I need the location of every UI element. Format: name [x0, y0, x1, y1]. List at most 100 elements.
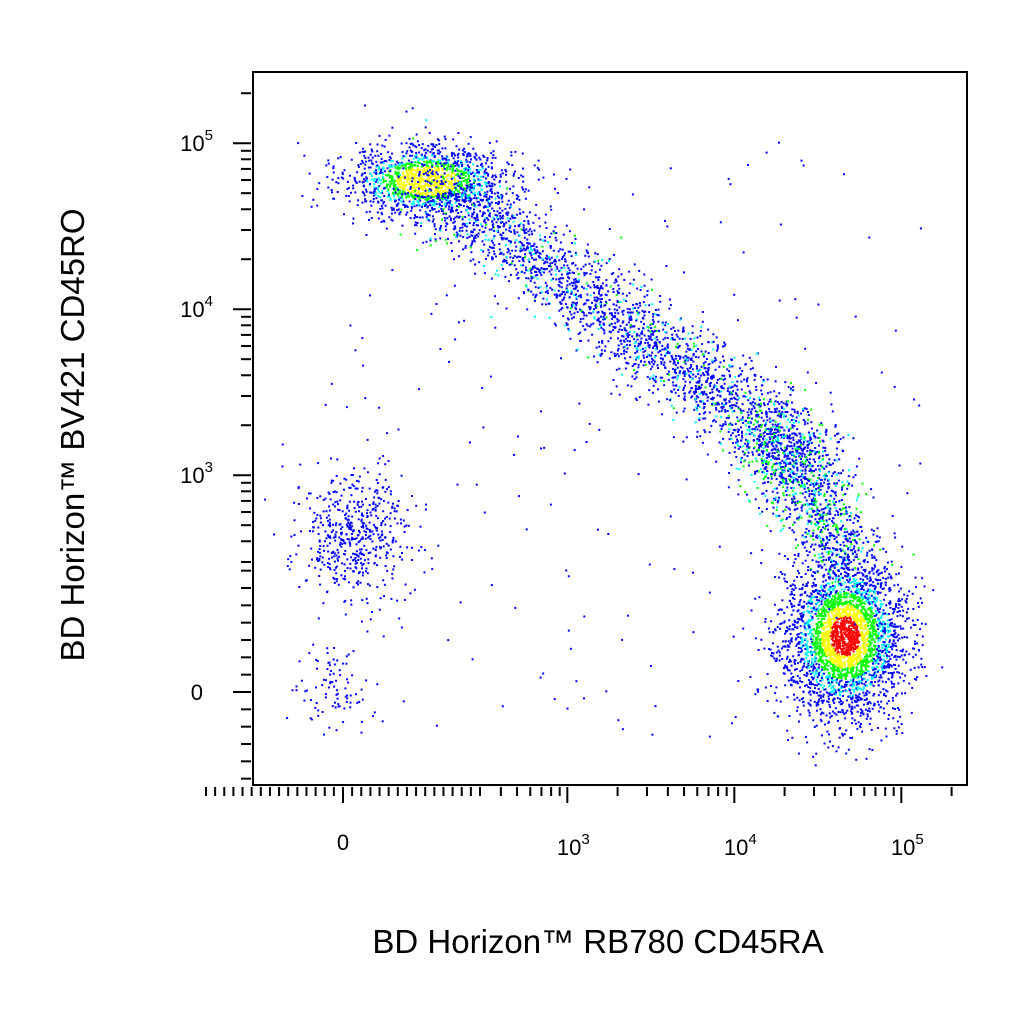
event-dot [432, 202, 435, 205]
event-dot [522, 175, 525, 178]
event-dot [566, 264, 569, 267]
event-dot [801, 469, 804, 472]
event-dot [507, 211, 510, 214]
event-dot [772, 419, 775, 422]
event-dot [661, 357, 664, 360]
event-dot [473, 228, 476, 231]
event-dot [434, 176, 437, 179]
event-dot [837, 511, 839, 514]
event-dot [838, 508, 841, 511]
event-dot [421, 154, 424, 157]
event-dot [828, 463, 831, 466]
event-dot [599, 301, 602, 304]
event-dot [448, 189, 451, 192]
event-dot [625, 337, 627, 340]
event-dot [629, 326, 632, 329]
event-dot [410, 161, 413, 164]
event-dot [642, 354, 645, 357]
event-dot [871, 556, 874, 559]
event-dot [564, 252, 567, 255]
event-dot [766, 499, 769, 501]
event-dot [492, 246, 495, 249]
event-dot [657, 388, 659, 391]
event-dot [832, 521, 835, 524]
event-dot [582, 317, 585, 320]
event-dot [367, 156, 370, 159]
event-dot [603, 312, 606, 315]
event-dot [563, 254, 566, 257]
event-dot [739, 446, 742, 448]
event-dot [804, 496, 807, 499]
event-dot [683, 392, 686, 395]
event-dot [441, 169, 444, 172]
event-dot [842, 493, 845, 496]
event-dot [754, 410, 757, 413]
event-dot [727, 486, 730, 489]
event-dot [421, 177, 424, 180]
event-dot [719, 430, 722, 433]
event-dot [388, 155, 391, 158]
event-dot [368, 159, 371, 162]
event-dot [443, 202, 446, 205]
event-dot [628, 344, 631, 347]
event-dot [398, 213, 401, 216]
event-dot [462, 193, 465, 195]
event-dot [511, 192, 514, 195]
event-dot [429, 237, 432, 240]
event-dot [635, 318, 638, 321]
event-dot [760, 389, 763, 392]
event-dot [803, 487, 806, 490]
event-dot [707, 377, 709, 380]
event-dot [370, 178, 373, 181]
event-dot [776, 501, 779, 504]
event-dot [804, 485, 807, 488]
event-dot [714, 406, 717, 409]
event-dot [694, 389, 697, 391]
event-dot [808, 551, 811, 554]
event-dot [716, 344, 719, 347]
event-dot [617, 337, 619, 340]
event-dot [689, 390, 692, 393]
event-dot [408, 195, 410, 198]
event-dot [376, 143, 379, 146]
event-dot [496, 191, 499, 194]
event-dot [431, 194, 434, 197]
event-dot [792, 564, 795, 567]
event-dot [737, 428, 740, 431]
event-dot [797, 476, 800, 478]
event-dot [574, 242, 576, 245]
event-dot [807, 414, 810, 416]
event-dot [474, 263, 477, 266]
event-dot [484, 234, 487, 237]
event-dot [784, 411, 787, 413]
event-dot [756, 439, 759, 442]
event-dot [730, 437, 733, 440]
event-dot [809, 535, 812, 538]
event-dot [480, 187, 483, 190]
event-dot [771, 436, 774, 438]
event-dot [457, 166, 460, 168]
event-dot [623, 350, 626, 353]
event-dot [796, 502, 799, 504]
event-dot [534, 274, 537, 277]
event-dot [576, 301, 578, 304]
event-dot [715, 388, 718, 391]
event-dot [430, 181, 433, 184]
event-dot [462, 194, 465, 197]
event-dot [682, 410, 685, 413]
event-dot [808, 431, 810, 434]
event-dot [431, 173, 434, 176]
event-dot [418, 187, 420, 190]
event-dot [430, 200, 433, 203]
event-dot [400, 142, 403, 145]
event-dot [398, 180, 401, 183]
event-dot [839, 543, 842, 546]
event-dot [426, 206, 429, 209]
event-dot [575, 281, 578, 284]
event-dot [463, 171, 465, 174]
event-dot [648, 311, 651, 314]
event-dot [538, 217, 541, 220]
event-dot [522, 260, 525, 263]
event-dot [472, 192, 475, 195]
event-dot [408, 191, 411, 194]
